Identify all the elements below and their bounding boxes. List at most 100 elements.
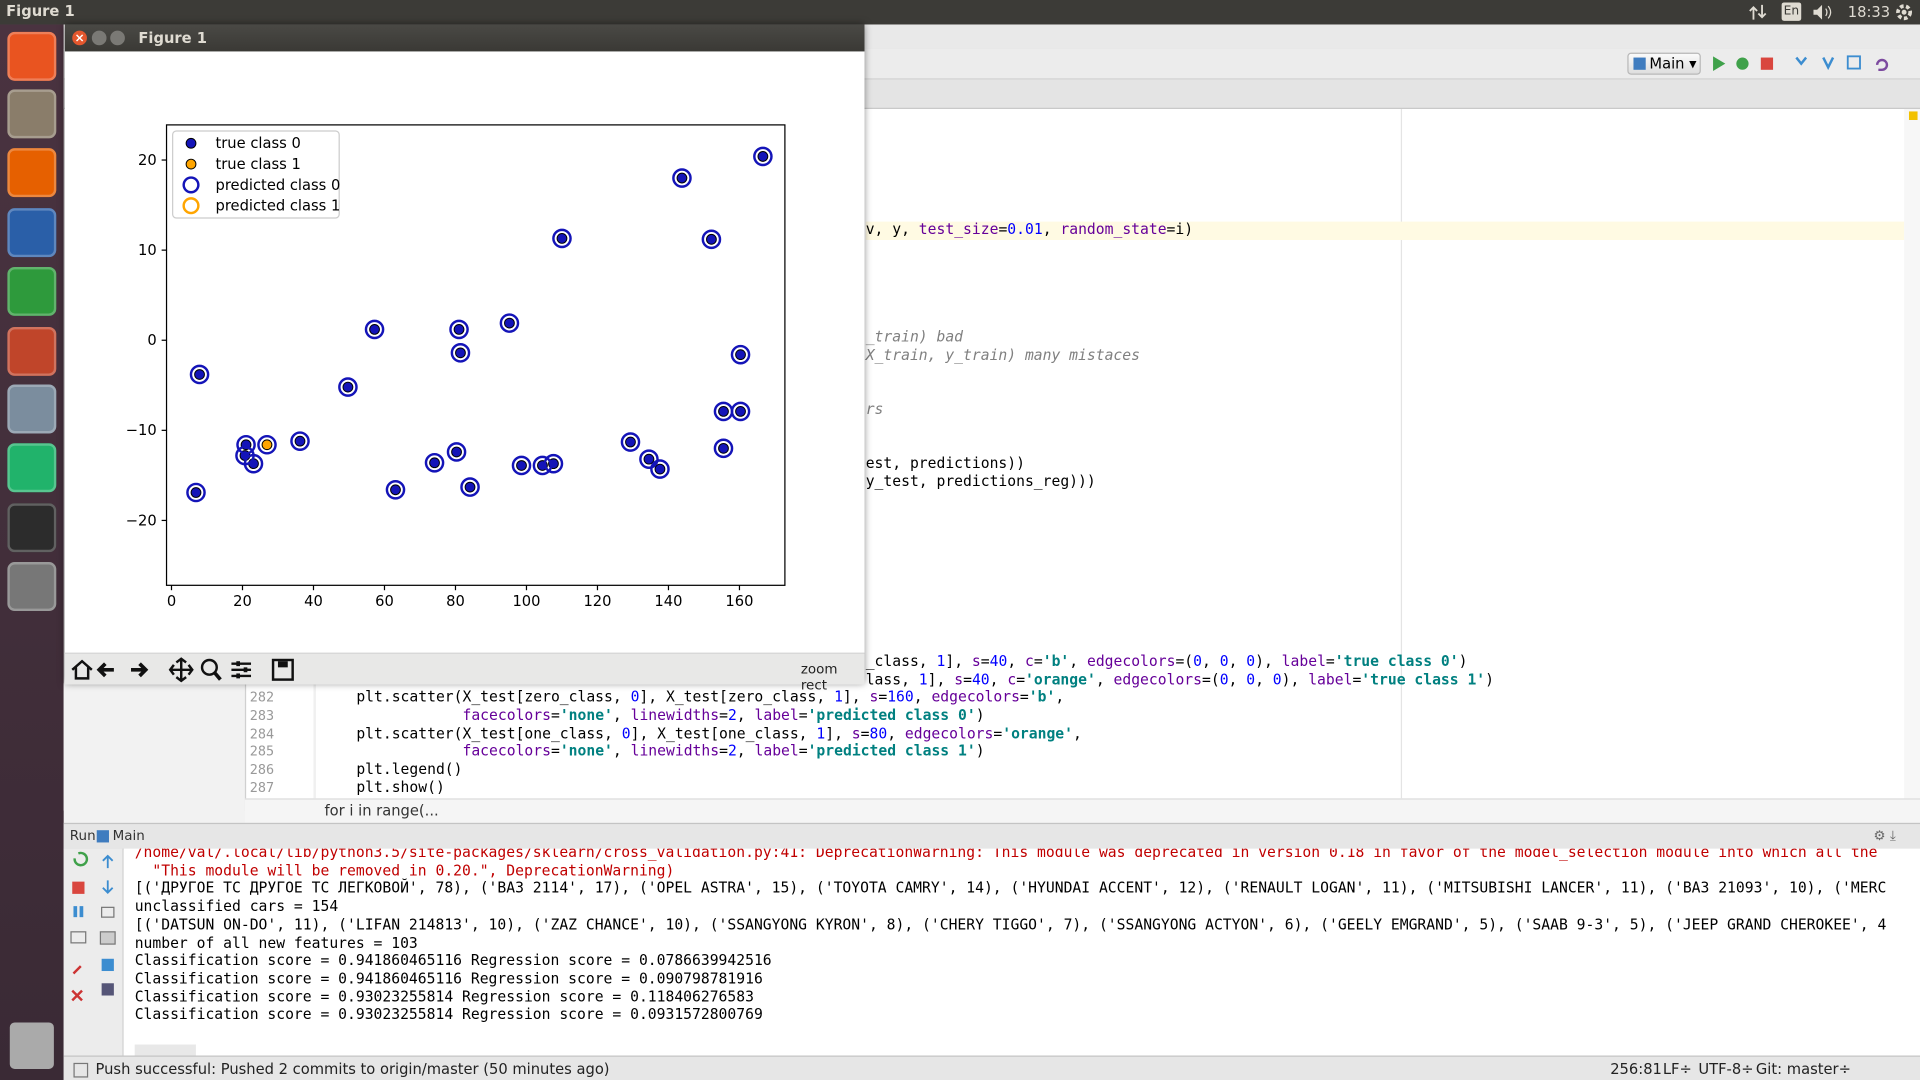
panel-title: Figure 1: [6, 2, 75, 20]
launcher-icon[interactable]: [7, 384, 57, 434]
code-fragment: rs: [865, 400, 884, 418]
launcher-icon[interactable]: [7, 266, 57, 316]
code-fragment: X_train, y_train) many mistaces: [865, 346, 1140, 364]
point: [294, 435, 306, 447]
ring-point: [753, 146, 773, 167]
run-config-select[interactable]: Main ▾: [1627, 52, 1701, 75]
code-fragment: _train) bad: [865, 328, 964, 346]
launcher-icon[interactable]: [7, 562, 57, 612]
point: [194, 369, 205, 380]
point: [455, 347, 466, 359]
point: [342, 381, 354, 393]
code-line: plt.legend(): [356, 760, 463, 778]
console-line: [('ДРУГОЕ ТС ДРУГОЕ ТС ЛЕГКОВОЙ', 78), (…: [134, 879, 1887, 897]
ring-point: [189, 364, 210, 385]
legend-marker: [182, 197, 200, 215]
point: [451, 446, 462, 458]
point: [676, 172, 688, 184]
encoding[interactable]: UTF-8÷: [1698, 1060, 1754, 1078]
inspection-indicator: [1908, 111, 1918, 120]
x-tick-label: 20: [233, 593, 252, 610]
ring-point: [639, 449, 659, 469]
caret-position[interactable]: 256:81: [1610, 1060, 1662, 1078]
y-tick-label: 0: [147, 332, 156, 349]
launcher-icon[interactable]: [7, 208, 57, 258]
line-number: 287: [249, 780, 275, 796]
ring-point: [532, 455, 553, 476]
ring-point: [243, 453, 264, 474]
ring-point: [460, 477, 480, 497]
toolbar-message: zoom rect: [800, 661, 838, 694]
status-icon[interactable]: [73, 1062, 89, 1078]
volume-icon[interactable]: [1812, 4, 1834, 21]
legend-box: [172, 130, 340, 219]
run-panel-gear[interactable]: ⚙ ⤓: [1873, 827, 1896, 844]
run-tab[interactable]: Run: [69, 827, 96, 844]
run-config-tab[interactable]: Main: [112, 827, 145, 844]
launcher-icon[interactable]: [7, 503, 57, 553]
ring-point: [424, 452, 445, 473]
point: [718, 406, 729, 417]
line-number: 284: [249, 726, 275, 743]
launcher-icon[interactable]: [7, 443, 57, 493]
launcher: [0, 24, 64, 1080]
run-side-toolbar: [63, 848, 124, 1056]
point: [516, 460, 527, 471]
ring-point: [511, 455, 532, 476]
keyboard-indicator[interactable]: En: [1781, 2, 1802, 21]
console-scrollbar: [134, 1044, 196, 1056]
x-tick-label: 120: [583, 593, 611, 610]
console-line: Classification score = 0.941860465116 Re…: [134, 969, 763, 987]
figure-toolbar-buttons[interactable]: [69, 656, 302, 683]
ring-point: [730, 401, 751, 422]
caret-row: [865, 221, 1920, 240]
legend-marker: [182, 176, 200, 194]
ring-point: [364, 319, 385, 340]
ring-point: [543, 453, 564, 474]
console-line: [('DATSUN ON-DO', 11), ('LIFAN 214813', …: [134, 915, 1887, 933]
point: [261, 439, 273, 451]
x-tick-label: 40: [304, 593, 323, 610]
network-icon[interactable]: [1749, 4, 1769, 21]
line-separator[interactable]: LF÷: [1662, 1060, 1692, 1078]
x-tick-label: 100: [512, 593, 540, 610]
figure-title: Figure 1: [138, 29, 207, 47]
point: [735, 349, 746, 361]
legend-label: true class 0: [216, 135, 301, 152]
launcher-icon[interactable]: [7, 31, 57, 81]
line-number: 282: [249, 689, 275, 706]
launcher-icon[interactable]: [7, 148, 57, 198]
line-number: 286: [249, 761, 275, 778]
project-pane: [63, 683, 247, 811]
point: [757, 151, 769, 162]
clock[interactable]: 18:33: [1847, 3, 1891, 21]
console: /home/val/.local/lib/python3.5/site-pack…: [123, 848, 1920, 1056]
point: [556, 233, 568, 244]
vcs-branch[interactable]: Git: master÷: [1755, 1060, 1851, 1078]
launcher-icon[interactable]: [7, 326, 57, 376]
toolbar-buttons[interactable]: [1711, 54, 1920, 74]
plot-frame: [165, 124, 786, 586]
trash-icon[interactable]: [9, 1022, 54, 1069]
code-line: facecolors='none', linewidths=2, label='…: [462, 706, 985, 724]
run-tool-icons[interactable]: [64, 849, 123, 1045]
code-fragment: lass, 1], s=40, c='orange', edgecolors=(…: [865, 671, 1495, 689]
point: [390, 484, 401, 496]
ring-point: [236, 434, 256, 455]
ring-point: [620, 432, 641, 452]
breadcrumb[interactable]: for i in range(...: [324, 802, 439, 820]
window-buttons[interactable]: [71, 29, 132, 46]
top-panel: Figure 1 En 18:33: [0, 0, 1920, 25]
run-header: Run Main ⚙ ⤓: [63, 822, 1920, 850]
x-tick-label: 160: [725, 593, 753, 610]
ring-point: [552, 228, 572, 249]
ring-point: [186, 482, 206, 503]
ring-point: [499, 313, 520, 333]
launcher-icon[interactable]: [7, 89, 57, 139]
legend-label: predicted class 1: [216, 198, 341, 215]
ring-point: [650, 459, 670, 479]
settings-icon[interactable]: [1894, 2, 1914, 22]
x-tick-label: 140: [654, 593, 682, 610]
chart: 0 20 40 60 80 100 120 140 160 −20 −10 0 10 20 true cla…: [126, 124, 786, 610]
point: [706, 233, 717, 245]
